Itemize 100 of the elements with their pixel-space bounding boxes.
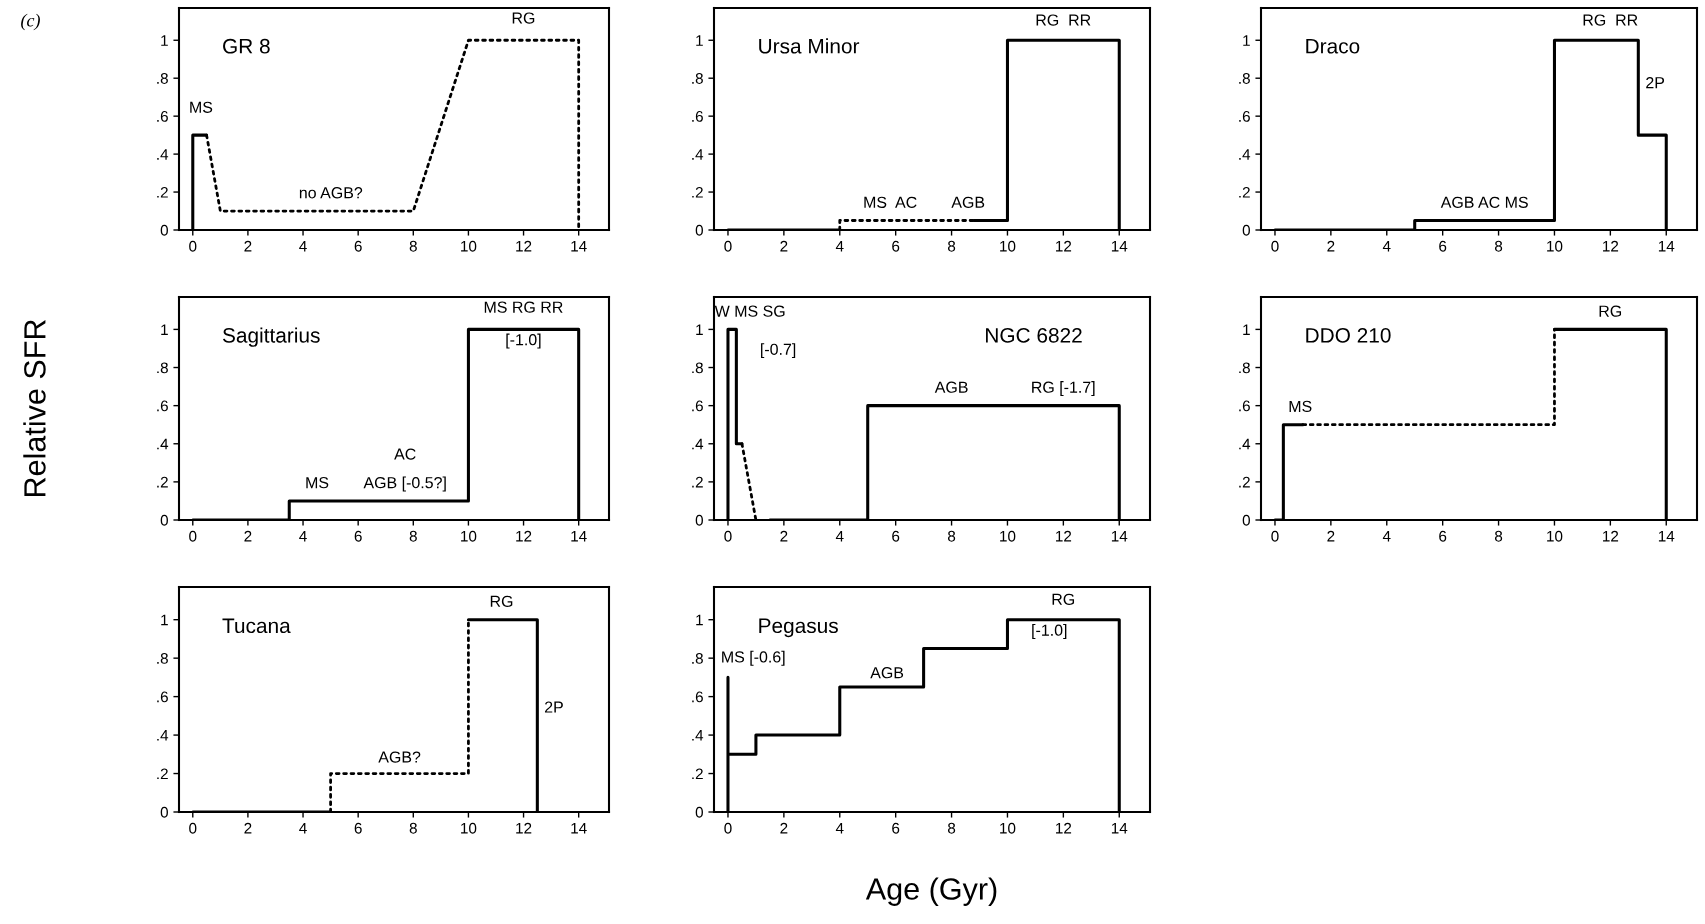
annotation: AGB (870, 667, 904, 679)
y-tick-label: 0 (160, 224, 168, 236)
x-tick-label: 2 (780, 530, 788, 542)
y-tick-label: .6 (692, 111, 703, 122)
annotation: W MS SG (714, 305, 785, 317)
annotation: RG (512, 12, 535, 24)
x-tick-label: 2 (1327, 240, 1335, 252)
y-tick-label: 0 (160, 806, 168, 818)
annotation: RG (1052, 593, 1075, 605)
annotation: MS [-0.6] (722, 650, 785, 666)
x-tick-label: 0 (1271, 530, 1279, 542)
y-tick-label: .6 (157, 400, 168, 412)
x-tick-label: 10 (1547, 240, 1563, 252)
text: Ursa Minor (759, 38, 860, 54)
y-tick-label: .6 (692, 400, 703, 412)
x-tick-label: 6 (892, 240, 900, 252)
x-tick-label: 12 (1603, 240, 1619, 252)
y-tick-label: .4 (157, 149, 169, 160)
x-tick-label: 12 (516, 530, 532, 542)
y-tick-label: 0 (695, 224, 703, 236)
x-tick-label: 6 (354, 822, 362, 834)
text: GR 8 (223, 38, 270, 54)
x-tick-label: 12 (516, 240, 532, 252)
x-tick-label: 8 (409, 530, 417, 542)
x-tick-label: 4 (835, 530, 844, 542)
x-tick-label: 8 (409, 240, 417, 252)
x-tick-label: 14 (571, 530, 587, 542)
x-tick-label: 12 (1056, 240, 1072, 252)
y-tick-label: 1 (161, 614, 168, 626)
annotation: RG (490, 595, 513, 608)
y-tick-label: .4 (692, 149, 704, 160)
x-tick-label: 6 (892, 822, 900, 834)
y-tick-label: .4 (157, 438, 169, 450)
x-tick-label: 10 (461, 240, 477, 252)
x-tick-label: 10 (461, 530, 477, 542)
x-tick-label: 0 (189, 240, 197, 252)
x-tick-label: 4 (299, 530, 307, 542)
x-tick-label: 14 (1111, 530, 1128, 542)
x-tick-label: 14 (571, 240, 587, 252)
y-tick-label: .2 (692, 476, 703, 488)
y-tick-label: 0 (695, 514, 703, 526)
text: Tucana (222, 618, 291, 634)
annotation: RG RR (1583, 14, 1638, 26)
x-tick-label: 0 (189, 530, 197, 542)
x-tick-label: 12 (1056, 822, 1072, 834)
x-tick-label: 2 (780, 240, 788, 252)
annotation: RG RR (1036, 14, 1091, 26)
x-tick-label: 8 (947, 240, 956, 252)
x-tick-label: 12 (1056, 530, 1072, 542)
y-tick-label: 1 (696, 324, 703, 335)
annotation: [-0.7] (761, 343, 796, 359)
x-tick-label: 14 (571, 822, 587, 834)
y-tick-label: .2 (1239, 186, 1250, 198)
annotation: MS AC (864, 196, 917, 208)
text: Sagittarius (222, 327, 320, 347)
y-tick-label: 0 (695, 806, 703, 818)
y-tick-label: .4 (1239, 149, 1251, 160)
annotation: no AGB? (299, 187, 363, 199)
annotation: RG [-1.7] (1032, 381, 1095, 397)
x-tick-label: 4 (299, 822, 307, 834)
y-tick-label: .2 (157, 476, 168, 488)
y-tick-label: .8 (1239, 362, 1250, 374)
x-tick-label: 8 (1494, 240, 1503, 252)
y-tick-label: .6 (692, 691, 703, 703)
x-tick-label: 14 (1658, 240, 1675, 252)
x-tick-label: 2 (780, 822, 788, 834)
x-tick-label: 4 (835, 240, 844, 252)
y-tick-label: 0 (1242, 514, 1250, 526)
x-tick-label: 14 (1111, 240, 1128, 252)
annotation: AGB [-0.5?] (363, 476, 446, 492)
x-axis-title: Age (Gyr) (865, 877, 997, 906)
y-tick-label: .4 (692, 438, 704, 450)
x-tick-label: 0 (189, 822, 197, 834)
x-tick-label: 8 (409, 822, 417, 834)
y-tick-label: 1 (161, 324, 168, 335)
x-tick-label: 6 (892, 530, 900, 542)
y-tick-label: .6 (1239, 111, 1250, 122)
annotation: RG (1599, 305, 1622, 317)
x-tick-label: 0 (724, 530, 732, 542)
x-tick-label: 8 (947, 822, 956, 834)
x-tick-label: 2 (1327, 530, 1335, 542)
x-tick-label: 4 (1382, 530, 1391, 542)
x-tick-label: 12 (516, 822, 532, 834)
x-tick-label: 4 (1382, 240, 1391, 252)
x-tick-label: 6 (1439, 530, 1447, 542)
y-tick-label: .6 (157, 691, 168, 703)
y-tick-label: .2 (1239, 476, 1250, 488)
y-tick-label: 1 (1243, 324, 1250, 335)
y-tick-label: 1 (696, 35, 703, 46)
y-tick-label: 1 (161, 35, 168, 46)
x-tick-label: 10 (1000, 822, 1016, 834)
y-tick-label: .2 (692, 768, 703, 780)
x-tick-label: 0 (1271, 240, 1279, 252)
y-tick-label: .6 (157, 111, 168, 122)
y-tick-label: .8 (1239, 73, 1250, 84)
x-tick-label: 0 (724, 822, 732, 834)
y-tick-label: 0 (160, 514, 168, 526)
y-tick-label: .2 (157, 186, 168, 198)
text: NGC 6822 (986, 327, 1082, 343)
y-tick-label: .8 (692, 73, 703, 84)
